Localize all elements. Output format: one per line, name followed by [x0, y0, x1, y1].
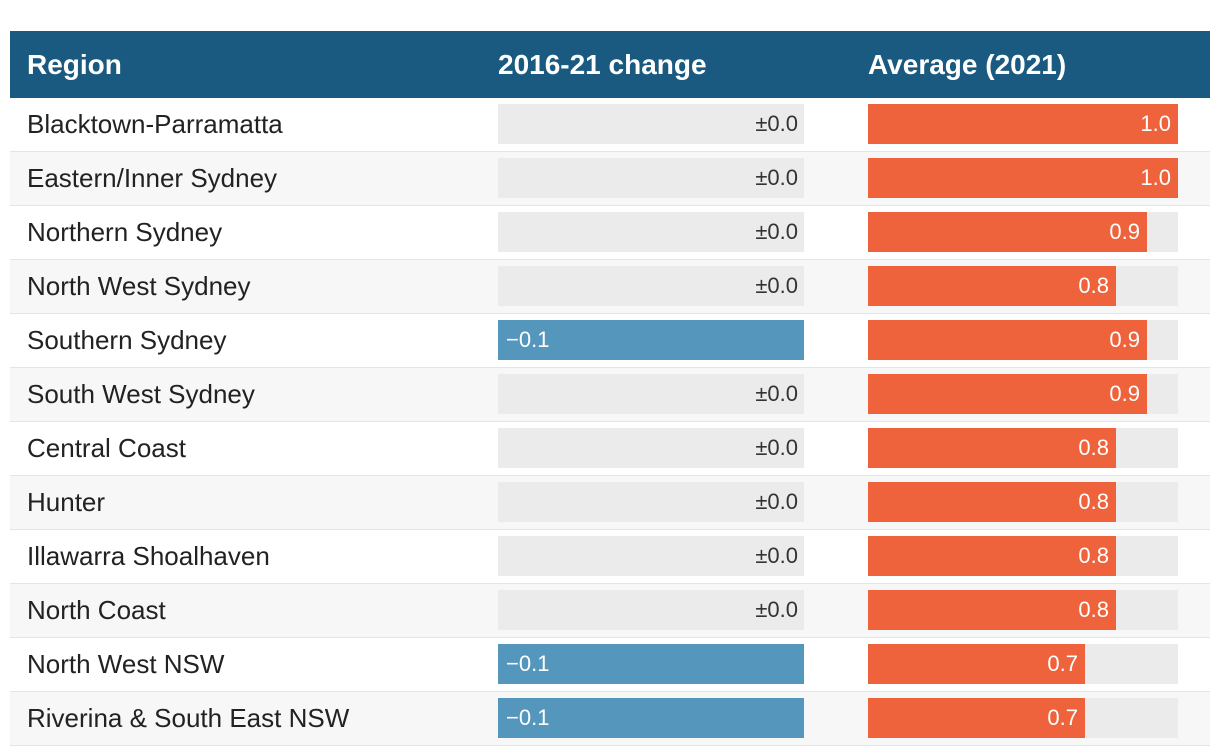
average-value: 0.9 [1109, 381, 1140, 406]
change-bar-track: ±0.0 [498, 374, 804, 414]
change-bar [498, 698, 804, 738]
average-bar-track: 0.8 [868, 482, 1178, 522]
table-row: Hunter ±0.0 0.8 [10, 476, 1210, 530]
header-change[interactable]: 2016-21 change [498, 49, 707, 80]
region-name: Illawarra Shoalhaven [27, 541, 270, 571]
average-value: 0.9 [1109, 219, 1140, 244]
average-bar [868, 482, 1116, 522]
change-bar-track: ±0.0 [498, 428, 804, 468]
region-name: Blacktown-Parramatta [27, 109, 283, 139]
change-value: ±0.0 [755, 489, 798, 514]
average-bar-track: 0.8 [868, 536, 1178, 576]
average-bar-track: 0.8 [868, 266, 1178, 306]
change-bar [498, 644, 804, 684]
region-name: South West Sydney [27, 379, 255, 409]
change-value: ±0.0 [755, 219, 798, 244]
region-name: North Coast [27, 595, 166, 625]
average-bar-track: 0.7 [868, 698, 1178, 738]
table-row: Central Coast ±0.0 0.8 [10, 422, 1210, 476]
change-bar-track: ±0.0 [498, 482, 804, 522]
change-bar-track: ±0.0 [498, 212, 804, 252]
average-bar-track: 1.0 [868, 158, 1178, 198]
average-bar-track: 0.8 [868, 590, 1178, 630]
change-bar-track: ±0.0 [498, 104, 804, 144]
region-name: North West NSW [27, 649, 225, 679]
region-name: Central Coast [27, 433, 186, 463]
table-body: Blacktown-Parramatta ±0.0 1.0 Eastern/Inner… [10, 98, 1210, 746]
average-bar-track: 0.9 [868, 212, 1178, 252]
table-row: Southern Sydney −0.1 0.9 [10, 314, 1210, 368]
average-bar-track: 0.9 [868, 320, 1178, 360]
data-table: Region 2016-21 change Average (2021) Bla… [10, 31, 1210, 746]
region-name: North West Sydney [27, 271, 251, 301]
change-value: −0.1 [506, 705, 550, 730]
table-row: Eastern/Inner Sydney ±0.0 1.0 [10, 152, 1210, 206]
average-value: 1.0 [1140, 111, 1171, 136]
change-bar-track: −0.1 [498, 698, 804, 738]
average-bar [868, 320, 1147, 360]
average-bar [868, 428, 1116, 468]
change-bar [498, 320, 804, 360]
average-value: 0.8 [1078, 543, 1109, 568]
average-bar [868, 698, 1085, 738]
change-bar-track: ±0.0 [498, 266, 804, 306]
average-bar [868, 104, 1178, 144]
average-value: 0.8 [1078, 489, 1109, 514]
change-value: ±0.0 [755, 165, 798, 190]
average-value: 0.8 [1078, 435, 1109, 460]
average-value: 0.7 [1047, 651, 1078, 676]
change-bar-track: ±0.0 [498, 590, 804, 630]
average-bar [868, 536, 1116, 576]
average-bar [868, 374, 1147, 414]
change-bar-track: ±0.0 [498, 158, 804, 198]
average-bar [868, 266, 1116, 306]
header-average[interactable]: Average (2021) [868, 49, 1067, 80]
change-value: ±0.0 [755, 273, 798, 298]
table-row: South West Sydney ±0.0 0.9 [10, 368, 1210, 422]
table-row: Blacktown-Parramatta ±0.0 1.0 [10, 98, 1210, 152]
region-name: Southern Sydney [27, 325, 227, 355]
average-value: 0.8 [1078, 273, 1109, 298]
change-value: −0.1 [506, 651, 550, 676]
average-value: 0.9 [1109, 327, 1140, 352]
average-bar-track: 0.8 [868, 428, 1178, 468]
region-name: Northern Sydney [27, 217, 223, 247]
region-name: Hunter [27, 487, 106, 517]
average-bar-track: 0.9 [868, 374, 1178, 414]
table-row: Northern Sydney ±0.0 0.9 [10, 206, 1210, 260]
table-row: Riverina & South East NSW −0.1 0.7 [10, 692, 1210, 746]
average-value: 1.0 [1140, 165, 1171, 190]
table-row: North West NSW −0.1 0.7 [10, 638, 1210, 692]
average-bar [868, 212, 1147, 252]
average-value: 0.8 [1078, 597, 1109, 622]
change-bar-track: −0.1 [498, 644, 804, 684]
average-bar [868, 158, 1178, 198]
average-bar [868, 590, 1116, 630]
change-value: ±0.0 [755, 543, 798, 568]
header-region[interactable]: Region [27, 49, 122, 80]
table-row: North West Sydney ±0.0 0.8 [10, 260, 1210, 314]
average-bar-track: 1.0 [868, 104, 1178, 144]
average-bar-track: 0.7 [868, 644, 1178, 684]
average-bar [868, 644, 1085, 684]
change-bar-track: −0.1 [498, 320, 804, 360]
average-value: 0.7 [1047, 705, 1078, 730]
table-row: North Coast ±0.0 0.8 [10, 584, 1210, 638]
region-name: Riverina & South East NSW [27, 703, 350, 733]
table-row: Illawarra Shoalhaven ±0.0 0.8 [10, 530, 1210, 584]
change-value: ±0.0 [755, 111, 798, 136]
change-value: ±0.0 [755, 381, 798, 406]
change-value: −0.1 [506, 327, 550, 352]
change-value: ±0.0 [755, 435, 798, 460]
region-name: Eastern/Inner Sydney [27, 163, 278, 193]
change-bar-track: ±0.0 [498, 536, 804, 576]
change-value: ±0.0 [755, 597, 798, 622]
table-header: Region 2016-21 change Average (2021) [10, 31, 1210, 98]
